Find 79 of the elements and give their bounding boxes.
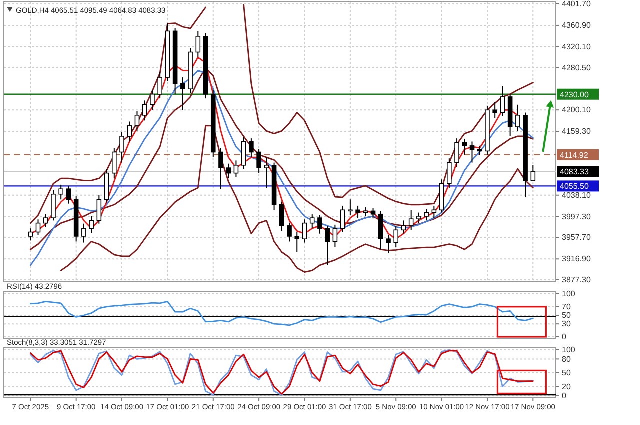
candlestick: [134, 110, 140, 132]
y-tick-label: 4159.30: [562, 127, 592, 136]
candlestick: [310, 214, 315, 230]
ref-line-label: 4055.50: [560, 182, 590, 192]
y-tick-label: 50: [562, 311, 572, 320]
candlestick: [150, 90, 155, 111]
candlestick: [241, 137, 246, 170]
y-tick-label: 30: [562, 320, 572, 329]
candlestick: [234, 160, 239, 178]
line-series: [30, 301, 534, 326]
candlestick: [424, 208, 429, 222]
candlestick: [477, 145, 482, 156]
candlestick: [120, 132, 124, 164]
ref-line-label: 4230.00: [560, 90, 590, 100]
candlestick: [112, 148, 117, 180]
y-tick-label: 0: [562, 332, 567, 342]
y-tick-label: 70: [562, 302, 572, 312]
y-tick-label: 20: [562, 382, 572, 392]
y-tick-label: 4038.10: [562, 190, 592, 200]
candlestick: [51, 190, 56, 222]
y-tick-label: 3997.30: [562, 212, 592, 222]
candlestick: [325, 225, 330, 266]
line-series: [60, 125, 534, 273]
candlestick: [386, 234, 391, 254]
candlestick: [249, 138, 254, 158]
candlestick: [280, 201, 284, 232]
candlestick: [218, 148, 224, 190]
candlestick: [96, 194, 102, 224]
candlestick: [142, 100, 148, 122]
candlestick: [462, 138, 468, 156]
candlestick: [516, 104, 520, 132]
candlestick: [340, 205, 346, 233]
candlestick: [89, 216, 94, 234]
candlestick: [287, 222, 292, 242]
candlestick: [408, 210, 414, 231]
candlestick: [82, 223, 86, 244]
y-tick-label: 0: [562, 392, 567, 401]
y-tick-label: 100: [562, 346, 576, 355]
candlestick: [226, 163, 232, 180]
y-tick-label: 4200.10: [562, 106, 592, 115]
y-tick-label: 3957.70: [562, 233, 592, 242]
y-tick-label: 4401.70: [562, 0, 592, 9]
y-tick-label: 4280.50: [562, 63, 592, 72]
candlestick: [58, 184, 64, 200]
candlestick: [454, 138, 460, 168]
candlestick: [492, 102, 498, 119]
candlestick: [530, 164, 536, 182]
candlestick: [348, 199, 353, 216]
y-tick-label: 4360.90: [562, 21, 592, 30]
y-tick-label: 50: [562, 368, 572, 378]
y-tick-label: 80: [562, 354, 572, 364]
candlestick: [28, 228, 34, 242]
candlestick: [318, 214, 322, 234]
candlestick: [180, 77, 186, 111]
y-tick-label: 100: [562, 290, 576, 299]
candlestick: [416, 212, 422, 224]
candlestick: [356, 205, 360, 219]
candlestick: [470, 141, 475, 164]
candlestick: [394, 225, 399, 248]
ref-line-label: 4114.92: [560, 150, 589, 160]
candlestick: [264, 157, 270, 189]
candlestick: [500, 86, 506, 117]
candlestick: [294, 232, 300, 253]
candlestick: [332, 224, 338, 248]
candlestick: [66, 185, 72, 204]
candlestick: [447, 158, 452, 189]
y-tick-label: 4320.10: [562, 42, 592, 52]
candlestick: [302, 219, 308, 244]
y-tick-label: 3916.90: [562, 254, 592, 264]
candlestick: [256, 148, 262, 174]
candlestick: [401, 220, 406, 234]
y-tick-label: 3877.30: [562, 276, 592, 285]
candlestick: [36, 219, 41, 236]
candlestick: [158, 72, 162, 100]
candlestick: [196, 30, 201, 58]
ref-line-label: 4083.33: [560, 168, 590, 177]
candlestick: [127, 121, 132, 142]
candlestick: [370, 208, 376, 220]
candlestick: [43, 214, 48, 228]
